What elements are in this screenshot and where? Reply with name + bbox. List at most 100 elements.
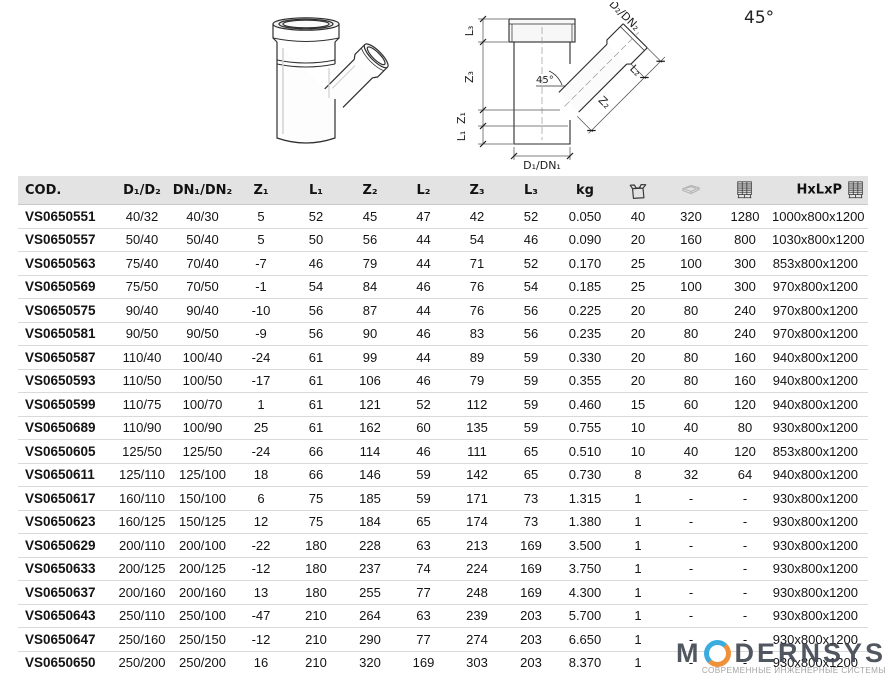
table-cell: - bbox=[718, 627, 772, 651]
column-header-label: L₂ bbox=[416, 182, 431, 198]
table-cell: 0.510 bbox=[558, 439, 612, 463]
table-cell: 185 bbox=[343, 486, 397, 510]
table-cell: 169 bbox=[504, 533, 558, 557]
product-code-cell: VS0650623 bbox=[18, 509, 112, 534]
table-cell: 46 bbox=[289, 251, 343, 275]
table-cell: 264 bbox=[343, 603, 397, 628]
table-cell: 930x800x1200 bbox=[772, 556, 868, 581]
table-cell: 99 bbox=[343, 345, 397, 369]
table-cell: 210 bbox=[289, 650, 343, 674]
table-cell: 80 bbox=[718, 415, 772, 440]
table-cell: 100/40 bbox=[172, 345, 233, 369]
table-cell: 125/110 bbox=[112, 462, 172, 487]
table-cell: 75 bbox=[289, 486, 343, 510]
table-cell: 142 bbox=[450, 462, 504, 487]
table-cell: 46 bbox=[397, 321, 450, 346]
table-cell: 1.380 bbox=[558, 509, 612, 534]
column-header-label: Z₂ bbox=[362, 182, 378, 198]
table-cell: 15 bbox=[612, 392, 664, 416]
table-cell: 303 bbox=[450, 650, 504, 674]
table-cell: 56 bbox=[289, 298, 343, 322]
table-cell: 0.235 bbox=[558, 321, 612, 346]
table-cell: 800 bbox=[718, 227, 772, 252]
table-cell: - bbox=[718, 556, 772, 581]
table-cell: - bbox=[664, 603, 718, 628]
table-cell: 6 bbox=[233, 486, 289, 510]
table-cell: 59 bbox=[504, 345, 558, 369]
table-cell: 110/75 bbox=[112, 392, 172, 416]
table-cell: 63 bbox=[397, 603, 450, 628]
column-header-label: L₁ bbox=[309, 182, 323, 198]
table-cell: 1 bbox=[612, 486, 664, 510]
column-header: D₁/D₂ bbox=[112, 176, 172, 205]
table-cell: 59 bbox=[504, 368, 558, 393]
table-row: VS0650593 110/50 100/50 -17 61 106 46 79 59 0.355… bbox=[18, 368, 868, 393]
table-cell: - bbox=[664, 627, 718, 651]
table-cell: 66 bbox=[289, 439, 343, 463]
product-code-cell: VS0650599 bbox=[18, 392, 112, 416]
table-cell: -24 bbox=[233, 439, 289, 463]
table-cell: 1 bbox=[612, 603, 664, 628]
table-cell: 56 bbox=[504, 321, 558, 346]
column-header bbox=[664, 176, 718, 205]
table-cell: 930x800x1200 bbox=[772, 415, 868, 440]
table-cell: 59 bbox=[397, 462, 450, 487]
table-cell: 160/110 bbox=[112, 486, 172, 510]
table-cell: 71 bbox=[450, 251, 504, 275]
layer-icon bbox=[681, 180, 701, 200]
table-cell: 20 bbox=[612, 345, 664, 369]
table-cell: 60 bbox=[664, 392, 718, 416]
table-cell: 20 bbox=[612, 298, 664, 322]
table-cell: 90/40 bbox=[112, 298, 172, 322]
table-cell: 73 bbox=[504, 486, 558, 510]
table-cell: 125/100 bbox=[172, 462, 233, 487]
table-cell: 0.050 bbox=[568, 208, 602, 224]
modernsys-logo: M DERNSYS СОВРЕМЕННЫЕ ИНЖЕНЕРНЫЕ СИСТЕМЫ bbox=[676, 638, 886, 676]
table-cell: 89 bbox=[450, 345, 504, 369]
table-cell: 5.700 bbox=[558, 603, 612, 628]
table-cell: 160 bbox=[664, 227, 718, 252]
table-cell: 169 bbox=[504, 580, 558, 604]
table-cell: 0.170 bbox=[558, 251, 612, 275]
table-cell: 200/125 bbox=[172, 556, 233, 581]
pallet-icon bbox=[846, 180, 866, 200]
table-cell: 200/160 bbox=[112, 580, 172, 604]
table-cell: 32 bbox=[664, 462, 718, 487]
table-cell: 46 bbox=[397, 368, 450, 393]
table-cell: 320 bbox=[343, 650, 397, 674]
table-cell: 0.730 bbox=[558, 462, 612, 487]
table-cell: - bbox=[718, 533, 772, 557]
table-cell: 54 bbox=[289, 274, 343, 299]
product-code-cell: VS0650557 bbox=[18, 227, 112, 252]
table-cell: 52 bbox=[397, 392, 450, 416]
table-cell: 90/50 bbox=[172, 321, 233, 346]
table-cell: 20 bbox=[612, 227, 664, 252]
table-cell: 64 bbox=[718, 462, 772, 487]
table-cell: 0.355 bbox=[558, 368, 612, 393]
table-cell: 80 bbox=[664, 298, 718, 322]
table-cell: 42 bbox=[469, 208, 485, 224]
table-row: VS0650629 200/110 200/100 -22 180 228 63 213 169… bbox=[18, 533, 868, 557]
table-cell: 0.460 bbox=[558, 392, 612, 416]
table-cell: 50 bbox=[289, 227, 343, 252]
table-cell: - bbox=[664, 533, 718, 557]
dim-label-l2: L₂ bbox=[627, 62, 644, 79]
table-cell: 61 bbox=[289, 345, 343, 369]
table-cell: 60 bbox=[397, 415, 450, 440]
table-cell: 250/160 bbox=[112, 627, 172, 651]
dim-label-angle: 45° bbox=[536, 75, 554, 86]
table-cell: 146 bbox=[343, 462, 397, 487]
column-header: L₃ bbox=[504, 176, 558, 205]
table-cell: 111 bbox=[450, 439, 504, 463]
table-cell: 44 bbox=[397, 227, 450, 252]
table-cell: 0.090 bbox=[558, 227, 612, 252]
column-header-label: Z₃ bbox=[469, 182, 485, 198]
table-cell: 3.500 bbox=[558, 533, 612, 557]
table-cell: 61 bbox=[289, 368, 343, 393]
table-row: VS0650611 125/110 125/100 18 66 146 59 142 65 0.7… bbox=[18, 462, 868, 487]
table-cell: 114 bbox=[343, 439, 397, 463]
product-code-cell: VS0650569 bbox=[18, 274, 112, 299]
table-cell: 0.225 bbox=[558, 298, 612, 322]
logo-letters-rest: DERNSYS bbox=[734, 638, 886, 668]
table-cell: -12 bbox=[233, 627, 289, 651]
